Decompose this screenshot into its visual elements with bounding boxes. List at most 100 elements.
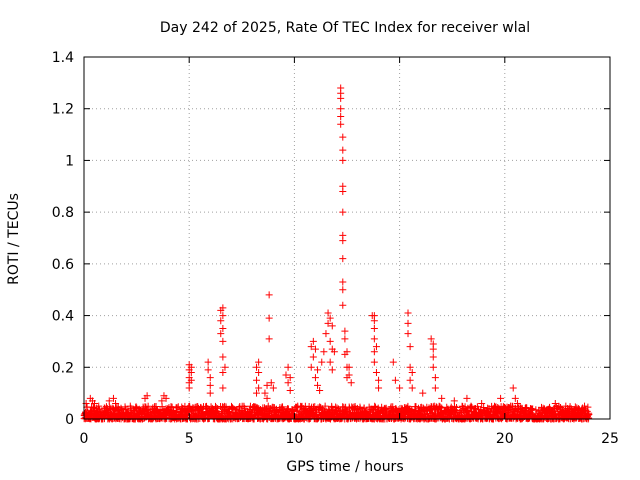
data-point — [391, 376, 399, 384]
data-point — [429, 345, 437, 353]
data-point — [345, 371, 353, 379]
data-point — [326, 358, 334, 366]
baseline-point — [144, 402, 152, 410]
data-point — [318, 358, 326, 366]
data-point — [429, 363, 437, 371]
data-point — [314, 366, 322, 374]
data-point — [370, 335, 378, 343]
data-point — [284, 379, 292, 387]
baseline-point — [296, 407, 304, 415]
data-point — [126, 402, 134, 410]
grid-lines — [84, 57, 610, 419]
data-point — [551, 399, 559, 407]
data-point — [311, 345, 319, 353]
baseline-point — [532, 406, 540, 414]
baseline-point — [222, 404, 230, 412]
x-tick-label: 10 — [285, 431, 303, 447]
data-point — [263, 381, 271, 389]
data-point — [91, 399, 99, 407]
data-point — [255, 368, 263, 376]
data-point — [265, 291, 273, 299]
data-point — [282, 371, 290, 379]
data-point — [339, 133, 347, 141]
baseline-point — [293, 407, 301, 415]
data-point — [314, 381, 322, 389]
data-point — [253, 363, 261, 371]
data-point — [309, 353, 317, 361]
data-point — [221, 363, 229, 371]
data-point — [375, 384, 383, 392]
data-point — [370, 317, 378, 325]
data-point — [263, 394, 271, 402]
x-tick-label: 0 — [80, 431, 89, 447]
plot-frame — [83, 56, 611, 420]
data-point — [219, 368, 227, 376]
data-point — [406, 343, 414, 351]
data-point — [438, 394, 446, 402]
data-point — [219, 337, 227, 345]
baseline-point — [173, 404, 181, 412]
data-point — [286, 387, 294, 395]
chart-title: Day 242 of 2025, Rate Of TEC Index for r… — [160, 20, 530, 36]
x-tick-label: 25 — [601, 431, 619, 447]
data-point — [419, 389, 427, 397]
data-point — [574, 405, 582, 413]
data-point — [372, 343, 380, 351]
data-point — [339, 278, 347, 286]
data-point — [339, 301, 347, 309]
baseline-point — [429, 409, 437, 417]
data-point — [347, 379, 355, 387]
data-point — [217, 317, 225, 325]
data-point — [286, 374, 294, 382]
data-point — [143, 392, 151, 400]
x-axis-label: GPS time / hours — [286, 459, 403, 475]
data-point — [109, 394, 117, 402]
data-point — [162, 394, 170, 402]
data-point — [219, 312, 227, 320]
data-point — [307, 343, 315, 351]
data-point — [219, 384, 227, 392]
baseline-point — [229, 404, 237, 412]
y-tick-label: 0 — [65, 412, 74, 428]
data-point — [206, 389, 214, 397]
data-point — [404, 309, 412, 317]
data-point — [322, 330, 330, 338]
data-point — [450, 397, 458, 405]
y-tick-label: 0.6 — [52, 257, 74, 273]
data-point — [328, 322, 336, 330]
baseline-point — [484, 404, 492, 412]
data-point — [408, 368, 416, 376]
data-point — [370, 325, 378, 332]
y-tick-label: 0.2 — [52, 360, 74, 376]
data-point — [341, 335, 349, 343]
data-point — [316, 387, 324, 395]
data-point — [326, 337, 334, 345]
data-point — [345, 363, 353, 371]
data-point — [370, 348, 378, 356]
baseline-point — [571, 403, 579, 411]
baseline-point — [284, 405, 292, 413]
data-point — [206, 374, 214, 382]
data-point — [320, 348, 328, 356]
data-point — [261, 389, 269, 397]
data-points — [80, 84, 593, 423]
data-point — [185, 384, 193, 392]
data-point — [337, 120, 345, 128]
data-point — [339, 156, 347, 164]
data-point — [311, 374, 319, 382]
data-point — [339, 187, 347, 195]
baseline-point — [238, 406, 246, 414]
data-point — [284, 363, 292, 371]
data-point — [343, 348, 351, 356]
data-point — [265, 314, 273, 322]
data-point — [431, 384, 439, 392]
data-point — [339, 286, 347, 294]
data-point — [219, 304, 227, 312]
data-point — [253, 389, 261, 397]
data-point — [324, 309, 332, 317]
data-point — [339, 146, 347, 154]
data-point — [339, 237, 347, 245]
axis-ticks: 0 5 10 15 20 25 0 0.2 0.4 0.6 0.8 1 1.2 1.4 — [52, 50, 619, 447]
data-point — [95, 402, 103, 410]
